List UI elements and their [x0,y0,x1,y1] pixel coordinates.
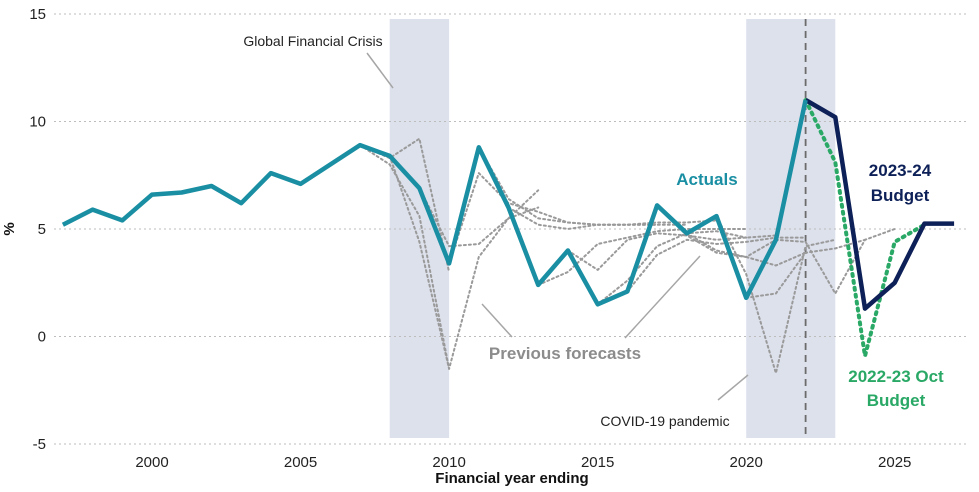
annotation-leaders [366,52,749,401]
budget-2023-label-line1: 2023-24 [869,161,932,180]
series-line-2023-24-budget [804,98,955,311]
x-tick-label: 2000 [135,454,168,471]
annotation-leader [717,374,749,401]
y-tick-label: 0 [38,329,46,346]
x-tick-label: 2010 [432,454,465,471]
annotation-leader [624,255,701,339]
previous-forecast-line [359,144,451,370]
series-lines [61,98,955,358]
budget-2022-label-line2: Budget [867,391,926,410]
y-tick-labels: -5 0 5 10 15 [29,6,46,453]
previous-forecast-line [537,228,748,286]
series-line-actuals [61,99,808,307]
annotation-leader [481,303,513,338]
previous-forecast-line [388,154,540,370]
gfc-annotation: Global Financial Crisis [243,33,382,49]
annotation-leader [366,52,394,89]
x-tick-labels: 2000 2005 2010 2015 2020 2025 [135,454,911,471]
y-tick-label: 15 [29,6,46,23]
previous-forecast-lines [359,137,896,375]
y-tick-label: -5 [33,436,46,453]
covid-annotation: COVID-19 pandemic [600,413,729,429]
previous-forecast-line [507,206,718,230]
previous-forecast-line [745,238,866,299]
x-tick-label: 2025 [878,454,911,471]
y-tick-label: 10 [29,114,46,131]
y-tick-label: 5 [38,221,46,238]
x-tick-label: 2005 [284,454,317,471]
previous-forecast-line [418,187,540,248]
y-axis-title: % [1,222,18,235]
series-line-2022-23-oct-budget [803,98,927,358]
actuals-label: Actuals [676,170,737,189]
budget-2023-label-line2: Budget [871,186,930,205]
x-tick-label: 2015 [581,454,614,471]
x-tick-label: 2020 [730,454,763,471]
x-axis-title: Financial year ending [435,470,588,487]
gridlines [54,13,969,445]
previous-forecast-line [685,232,807,267]
previous-forecast-line [774,228,896,295]
previous-forecast-line [448,172,659,265]
previous-forecast-line [656,204,777,258]
previous-forecasts-label: Previous forecasts [489,344,641,363]
previous-forecast-line [566,232,777,271]
budget-2022-label-line1: 2022-23 Oct [848,367,944,386]
